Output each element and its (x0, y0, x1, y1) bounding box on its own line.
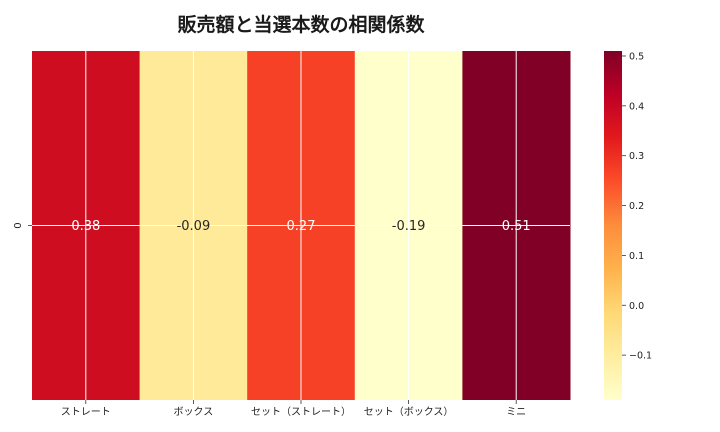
x-axis: ストレート ボックス セット（ストレート） セット（ボックス） ミニ (61, 400, 526, 418)
colorbar-tick-label: 0.2 (629, 201, 644, 212)
y-axis: 0 (13, 222, 32, 229)
y-tick-label: 0 (13, 222, 24, 228)
colorbar-tick-label: 0.5 (629, 51, 644, 62)
x-tick-label: ストレート (61, 407, 111, 418)
cell-value-label: 0.38 (71, 219, 100, 234)
colorbar-gradient (604, 51, 622, 400)
cell-value-label: 0.51 (502, 219, 531, 234)
x-tick-label: セット（ストレート） (251, 406, 351, 418)
colorbar: 0.5 0.4 0.3 0.2 0.1 0.0 −0.1 (604, 51, 652, 400)
colorbar-tick-label: 0.1 (629, 251, 644, 262)
colorbar-tick-label: 0.4 (629, 101, 644, 112)
x-tick-label: セット（ボックス） (364, 406, 454, 418)
colorbar-tick-label: 0.3 (629, 151, 644, 162)
colorbar-tick-label: −0.1 (629, 351, 652, 362)
chart-title: 販売額と当選本数の相関係数 (177, 13, 425, 36)
cell-value-label: -0.19 (392, 219, 426, 234)
cell-value-labels: 0.38 -0.09 0.27 -0.19 0.51 (71, 219, 530, 234)
grid-lines (32, 51, 570, 400)
cell-value-label: 0.27 (287, 219, 316, 234)
cell-value-label: -0.09 (177, 219, 211, 234)
x-tick-label: ボックス (174, 406, 214, 418)
x-tick-label: ミニ (506, 407, 526, 418)
colorbar-tick-label: 0.0 (629, 301, 644, 312)
